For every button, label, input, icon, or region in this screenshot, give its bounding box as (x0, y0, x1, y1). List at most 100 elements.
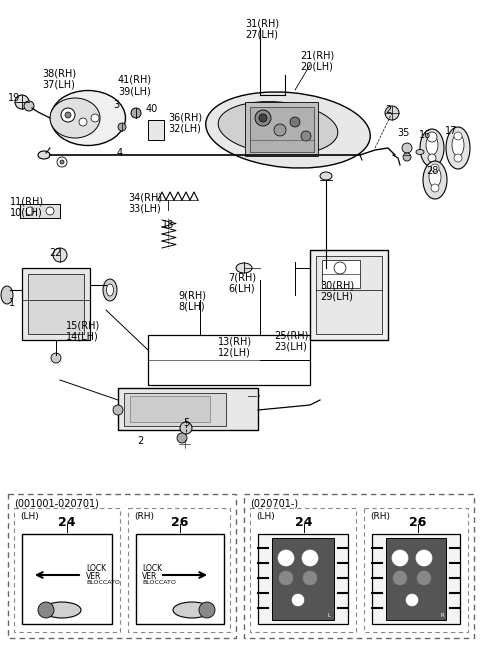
Text: 9(RH)
8(LH): 9(RH) 8(LH) (178, 290, 206, 312)
Ellipse shape (173, 602, 211, 618)
Text: 28: 28 (426, 166, 438, 176)
Circle shape (15, 95, 29, 109)
Text: (LH): (LH) (256, 512, 275, 521)
Text: 15(RH)
14(LH): 15(RH) 14(LH) (66, 320, 100, 342)
Text: 35: 35 (398, 128, 410, 138)
Bar (272, 538, 334, 620)
Circle shape (79, 118, 87, 126)
Circle shape (118, 123, 126, 131)
Ellipse shape (206, 92, 370, 168)
Text: 2: 2 (385, 105, 391, 115)
Text: R: R (378, 613, 382, 618)
Text: 17: 17 (445, 126, 457, 136)
Circle shape (61, 108, 75, 122)
Bar (245, 102, 318, 156)
Circle shape (24, 101, 34, 111)
Text: 11(RH)
10(LH): 11(RH) 10(LH) (10, 196, 44, 217)
Bar (14, 508, 120, 632)
Circle shape (334, 262, 346, 274)
Text: 22: 22 (50, 248, 62, 258)
Circle shape (279, 571, 293, 585)
Ellipse shape (43, 602, 81, 618)
Circle shape (199, 602, 215, 618)
Circle shape (292, 594, 304, 606)
Bar (22, 534, 112, 624)
Circle shape (431, 164, 439, 172)
Ellipse shape (107, 284, 113, 296)
Ellipse shape (420, 129, 444, 167)
Text: 26: 26 (409, 516, 427, 529)
Ellipse shape (38, 151, 50, 159)
Circle shape (417, 571, 431, 585)
Ellipse shape (452, 134, 464, 156)
Text: (020701-): (020701-) (250, 498, 298, 508)
Text: L: L (327, 613, 330, 618)
Circle shape (416, 550, 432, 566)
Circle shape (385, 106, 399, 120)
Text: (RH): (RH) (134, 512, 154, 521)
Bar (22, 268, 90, 340)
Ellipse shape (320, 172, 332, 180)
Bar (258, 534, 348, 624)
Text: 34(RH)
33(LH): 34(RH) 33(LH) (128, 192, 162, 213)
Bar (322, 260, 360, 288)
Text: 1: 1 (9, 298, 15, 308)
Text: 4: 4 (117, 148, 123, 158)
Text: (RH): (RH) (370, 512, 390, 521)
Ellipse shape (103, 279, 117, 301)
Circle shape (53, 248, 67, 262)
Bar (310, 250, 388, 340)
Text: VER: VER (86, 572, 101, 581)
Bar (244, 494, 474, 638)
Text: (LH): (LH) (20, 512, 39, 521)
Bar (28, 274, 84, 334)
Circle shape (403, 153, 411, 161)
Text: 38(RH)
37(LH): 38(RH) 37(LH) (42, 68, 76, 90)
Circle shape (46, 207, 54, 215)
Bar (372, 534, 460, 624)
Text: 19: 19 (8, 93, 20, 103)
Ellipse shape (423, 161, 447, 199)
Text: 36(RH)
32(LH): 36(RH) 32(LH) (168, 112, 202, 134)
Text: (001001-020701): (001001-020701) (14, 498, 99, 508)
Text: 30(RH)
29(LH): 30(RH) 29(LH) (320, 280, 354, 302)
Circle shape (290, 117, 300, 127)
Circle shape (91, 114, 99, 122)
Text: 21(RH)
20(LH): 21(RH) 20(LH) (300, 50, 334, 72)
Text: 24: 24 (295, 516, 313, 529)
Circle shape (131, 108, 141, 118)
Circle shape (392, 550, 408, 566)
Circle shape (180, 422, 192, 434)
Text: 2: 2 (137, 436, 143, 446)
Text: 16: 16 (419, 130, 431, 140)
Ellipse shape (429, 167, 441, 187)
Text: 24: 24 (58, 516, 76, 529)
Bar (118, 388, 258, 430)
Bar (136, 534, 224, 624)
Ellipse shape (236, 263, 252, 273)
Bar (124, 393, 226, 426)
Text: 5: 5 (183, 418, 189, 428)
Ellipse shape (446, 127, 470, 169)
Bar (316, 256, 382, 334)
Text: 25(RH)
23(LH): 25(RH) 23(LH) (274, 330, 308, 352)
Circle shape (51, 353, 61, 363)
Bar (20, 204, 60, 218)
Circle shape (65, 112, 71, 118)
Text: LOCK: LOCK (86, 564, 106, 573)
Text: 18: 18 (162, 220, 174, 230)
Text: L: L (264, 613, 267, 618)
Ellipse shape (218, 101, 338, 154)
Circle shape (393, 571, 407, 585)
Circle shape (302, 550, 318, 566)
Circle shape (303, 571, 317, 585)
Circle shape (38, 602, 54, 618)
Bar (250, 107, 314, 152)
Bar (250, 508, 356, 632)
Circle shape (301, 131, 311, 141)
Ellipse shape (50, 90, 125, 146)
Circle shape (255, 110, 271, 126)
Circle shape (402, 143, 412, 153)
Bar (8, 494, 236, 638)
Bar (364, 508, 468, 632)
